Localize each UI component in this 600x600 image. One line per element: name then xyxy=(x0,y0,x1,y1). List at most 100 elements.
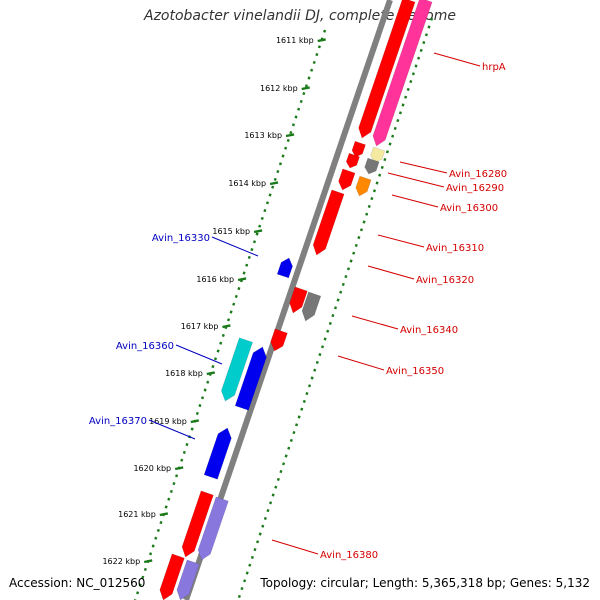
cds-feature[interactable] xyxy=(234,346,267,411)
gene-label[interactable]: Avin_16340 xyxy=(400,325,458,336)
Avin_16280-gene[interactable] xyxy=(370,146,386,163)
scale-dot xyxy=(326,329,330,333)
scale-dot xyxy=(164,505,168,509)
gene-label[interactable]: Avin_16330 xyxy=(152,233,210,244)
scale-dot xyxy=(200,396,205,400)
outer-dotted-scale xyxy=(237,17,434,598)
scale-dot xyxy=(159,521,163,525)
map-title: Azotobacter vinelandii DJ, complete geno… xyxy=(144,8,456,24)
scale-dot xyxy=(336,298,340,302)
Avin_16370-gene[interactable] xyxy=(203,427,232,480)
scale-dot xyxy=(430,17,434,21)
scale-dot xyxy=(248,563,252,567)
scale-dot xyxy=(299,99,303,103)
scale-dot xyxy=(331,314,335,318)
scale-dot xyxy=(255,232,259,236)
cds-feature[interactable] xyxy=(345,152,360,169)
scale-dot xyxy=(310,68,314,72)
scale-dot xyxy=(388,142,392,146)
gene-label[interactable]: Avin_16320 xyxy=(416,275,474,286)
gene-label[interactable]: Avin_16280 xyxy=(449,169,507,180)
gene-label[interactable]: Avin_16290 xyxy=(446,183,504,194)
scale-dot xyxy=(349,259,353,263)
Avin_16350-gene[interactable] xyxy=(301,291,322,322)
scale-dot xyxy=(237,594,241,598)
gene-features[interactable] xyxy=(159,0,433,600)
scale-dot xyxy=(323,29,327,33)
Avin_16340-gene[interactable] xyxy=(289,286,308,314)
scale-dot xyxy=(362,220,366,224)
scale-dot xyxy=(180,458,184,462)
Avin_16300-gene[interactable] xyxy=(355,175,372,197)
gene-label[interactable]: Avin_16370 xyxy=(89,416,147,427)
cds-feature[interactable] xyxy=(270,328,288,352)
scale-dot xyxy=(404,95,408,99)
cds-feature[interactable] xyxy=(159,553,185,600)
scale-dot xyxy=(261,524,265,528)
Avin_16310-gene[interactable] xyxy=(312,189,345,256)
scale-tick xyxy=(159,512,169,517)
scale-dot xyxy=(284,146,288,150)
scale-tick-label: 1614 kbp xyxy=(228,179,266,188)
gene-label[interactable]: hrpA xyxy=(482,62,506,73)
scale-dot xyxy=(237,287,241,291)
gene-label[interactable]: Avin_16380 xyxy=(320,550,378,561)
cds-feature[interactable] xyxy=(176,559,200,600)
scale-dot xyxy=(323,337,327,341)
scale-dot xyxy=(190,427,194,431)
hrpA-gene[interactable] xyxy=(372,0,433,147)
cds-feature[interactable] xyxy=(358,0,416,139)
scale-dot xyxy=(341,282,345,286)
gene-label[interactable]: Avin_16310 xyxy=(426,243,484,254)
cds-feature[interactable] xyxy=(338,168,356,191)
leader-line xyxy=(377,234,425,248)
scale-dot xyxy=(393,126,397,130)
Avin_16360-gene[interactable] xyxy=(221,337,253,402)
scale-dot xyxy=(294,115,298,119)
scale-tick xyxy=(206,371,216,376)
scale-dot xyxy=(414,64,418,68)
scale-dot xyxy=(221,333,225,337)
scale-dot xyxy=(271,493,275,497)
scale-dot xyxy=(419,48,423,52)
Avin_16380-gene[interactable] xyxy=(197,496,229,561)
scale-dot xyxy=(182,450,186,454)
scale-dot xyxy=(346,267,351,271)
leader-line xyxy=(337,355,385,371)
cds-feature[interactable] xyxy=(351,140,366,158)
Avin_16290-gene[interactable] xyxy=(364,157,380,175)
scale-dot xyxy=(219,341,223,345)
scale-dot xyxy=(304,84,308,88)
scale-dot xyxy=(295,423,299,427)
scale-dot xyxy=(372,189,377,193)
label-leader-lines xyxy=(148,52,481,555)
cds-feature[interactable] xyxy=(181,490,214,558)
scale-dot xyxy=(427,25,431,29)
scale-tick-label: 1612 kbp xyxy=(260,84,298,93)
scale-dot xyxy=(320,345,325,349)
scale-dot xyxy=(282,462,286,466)
scale-dot xyxy=(352,251,356,255)
scale-dot xyxy=(234,294,238,298)
leader-line xyxy=(433,52,481,67)
gene-label[interactable]: Avin_16350 xyxy=(386,366,444,377)
scale-dot xyxy=(281,154,285,158)
scale-dot xyxy=(253,548,257,552)
scale-dot xyxy=(312,60,316,64)
leader-line xyxy=(387,172,445,188)
scale-dot xyxy=(141,575,145,579)
scale-dot xyxy=(302,399,306,403)
scale-tick-label: 1618 kbp xyxy=(165,369,203,378)
Avin_16330-gene[interactable] xyxy=(276,257,293,279)
leader-line xyxy=(271,539,319,555)
scale-dot xyxy=(398,111,402,115)
scale-dot xyxy=(245,263,249,267)
scale-dot xyxy=(278,162,282,166)
scale-dot xyxy=(409,80,413,84)
scale-dot xyxy=(339,290,343,294)
gene-label[interactable]: Avin_16360 xyxy=(116,341,174,352)
scale-dot xyxy=(315,53,319,57)
scale-dot xyxy=(274,485,278,489)
gene-label[interactable]: Avin_16300 xyxy=(440,203,498,214)
